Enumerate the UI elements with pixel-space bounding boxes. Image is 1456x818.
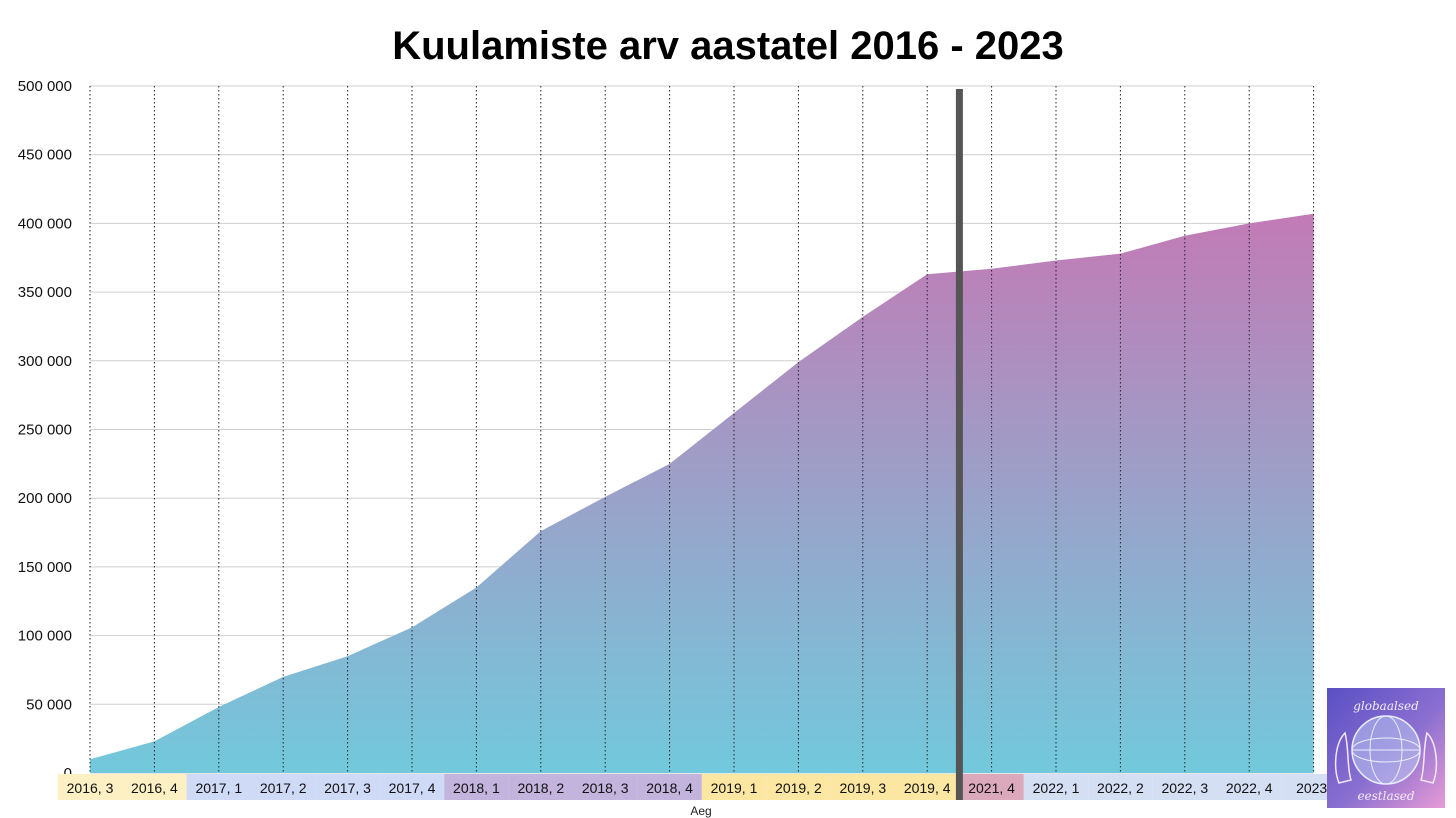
y-tick-label: 100 000 (18, 628, 72, 645)
x-tick-label: 2016, 4 (131, 780, 178, 796)
y-tick-label: 150 000 (18, 559, 72, 576)
x-tick-label: 2019, 3 (839, 780, 886, 796)
x-category-band (444, 774, 509, 800)
y-tick-label: 200 000 (18, 490, 72, 507)
x-category-band (895, 774, 960, 800)
x-tick-label: 2017, 1 (195, 780, 242, 796)
x-category-band (251, 774, 316, 800)
x-tick-label: 2017, 3 (324, 780, 371, 796)
x-category-band (830, 774, 895, 800)
y-tick-label: 400 000 (18, 215, 72, 232)
x-category-band (122, 774, 187, 800)
x-tick-label: 2022, 2 (1097, 780, 1144, 796)
x-tick-label: 2022, 4 (1226, 780, 1273, 796)
y-tick-label: 50 000 (26, 696, 72, 713)
x-tick-label: 2018, 2 (517, 780, 564, 796)
y-tick-label: 450 000 (18, 147, 72, 164)
x-category-band (1088, 774, 1153, 800)
x-tick-label: 2022, 3 (1161, 780, 1208, 796)
globaalsed-eestlased-logo: globaalsed eestlased (1327, 688, 1445, 808)
x-tick-label: 2017, 2 (260, 780, 307, 796)
y-tick-label: 500 000 (18, 78, 72, 95)
x-category-band (379, 774, 445, 800)
x-axis-category-bands (57, 774, 1346, 800)
x-category-band (186, 774, 251, 800)
x-tick-label: 2017, 4 (389, 780, 436, 796)
x-category-band (637, 774, 702, 800)
x-category-band (1152, 774, 1217, 800)
x-category-band (766, 774, 831, 800)
x-tick-label: 2016, 3 (67, 780, 114, 796)
y-tick-label: 0 (64, 765, 72, 782)
logo-text-bottom: eestlased (1357, 789, 1414, 803)
x-category-band (701, 774, 767, 800)
y-axis-tick-labels: 0 50 000 100 000 150 000 200 000 250 000 300 0… (18, 78, 72, 782)
x-tick-label: 2019, 1 (711, 780, 758, 796)
x-tick-label: 2018, 4 (646, 780, 693, 796)
x-axis-label: Aeg (690, 804, 711, 818)
x-category-band (57, 774, 123, 800)
x-category-band (1023, 774, 1089, 800)
x-category-band (1217, 774, 1282, 800)
y-tick-label: 250 000 (18, 422, 72, 439)
x-category-band (315, 774, 380, 800)
y-tick-label: 300 000 (18, 353, 72, 370)
x-tick-label: 2019, 4 (904, 780, 951, 796)
x-tick-label: 2019, 2 (775, 780, 822, 796)
x-tick-label: 2021, 4 (968, 780, 1015, 796)
x-tick-label: 2022, 1 (1033, 780, 1080, 796)
vertical-gridlines (89, 86, 1315, 773)
x-category-band (959, 774, 1024, 800)
x-tick-label: 2023, (1296, 780, 1331, 796)
x-category-band (508, 774, 573, 800)
x-tick-label: 2018, 1 (453, 780, 500, 796)
y-tick-label: 350 000 (18, 284, 72, 301)
area-series (90, 213, 1314, 774)
x-category-band (573, 774, 638, 800)
x-tick-label: 2018, 3 (582, 780, 629, 796)
logo-text-top: globaalsed (1353, 699, 1419, 713)
chart-title: Kuulamiste arv aastatel 2016 - 2023 (392, 24, 1064, 68)
x-axis-tick-labels: 2016, 3 2016, 4 2017, 1 2017, 2 2017, 3 2017,… (67, 780, 1331, 796)
